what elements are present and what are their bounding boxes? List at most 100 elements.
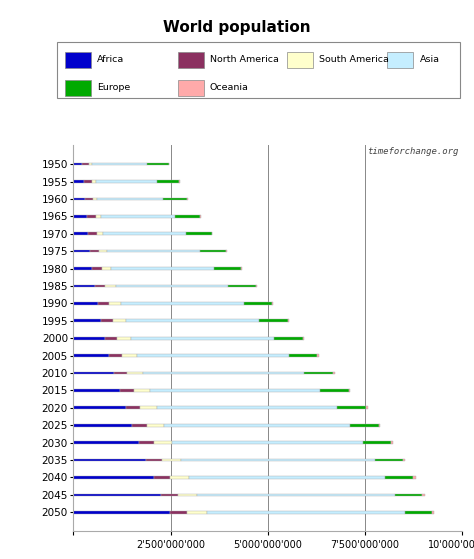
- Bar: [155, 441, 172, 444]
- Bar: [73, 354, 109, 357]
- Text: timeforchange.org: timeforchange.org: [367, 147, 458, 157]
- Bar: [73, 441, 139, 444]
- Bar: [272, 302, 273, 305]
- Bar: [318, 354, 319, 357]
- Bar: [157, 180, 179, 183]
- Bar: [93, 198, 97, 200]
- Bar: [200, 250, 226, 253]
- Bar: [207, 511, 405, 514]
- Bar: [84, 180, 91, 183]
- Bar: [178, 494, 197, 496]
- Bar: [147, 424, 164, 427]
- Bar: [178, 80, 204, 96]
- Bar: [113, 320, 126, 322]
- Bar: [65, 80, 91, 96]
- Bar: [73, 163, 82, 165]
- Bar: [392, 441, 393, 444]
- Bar: [241, 267, 242, 270]
- Bar: [119, 389, 134, 392]
- Bar: [374, 459, 403, 461]
- Bar: [89, 163, 92, 165]
- Bar: [387, 52, 413, 68]
- Text: Europe: Europe: [97, 83, 130, 92]
- Text: North America: North America: [210, 55, 279, 64]
- Bar: [333, 372, 335, 375]
- Bar: [274, 337, 302, 339]
- Bar: [256, 285, 257, 287]
- Bar: [73, 267, 92, 270]
- Bar: [101, 215, 175, 217]
- Bar: [73, 180, 84, 183]
- Bar: [114, 372, 128, 375]
- Bar: [134, 389, 150, 392]
- Bar: [92, 163, 147, 165]
- Bar: [179, 180, 180, 183]
- Bar: [244, 302, 272, 305]
- Bar: [178, 52, 204, 68]
- Bar: [164, 424, 350, 427]
- Bar: [82, 163, 89, 165]
- Bar: [187, 511, 207, 514]
- Bar: [126, 406, 140, 409]
- Bar: [126, 320, 259, 322]
- Bar: [304, 372, 333, 375]
- Bar: [73, 511, 170, 514]
- Bar: [121, 302, 244, 305]
- Bar: [107, 250, 200, 253]
- Bar: [288, 320, 289, 322]
- Bar: [150, 389, 320, 392]
- Bar: [73, 302, 98, 305]
- Bar: [97, 198, 164, 200]
- Bar: [320, 389, 349, 392]
- Bar: [95, 285, 106, 287]
- Bar: [379, 424, 381, 427]
- Bar: [395, 494, 422, 496]
- Bar: [73, 476, 154, 479]
- Bar: [302, 337, 304, 339]
- Bar: [97, 233, 103, 235]
- Bar: [143, 372, 304, 375]
- Bar: [88, 233, 97, 235]
- Bar: [349, 389, 350, 392]
- Bar: [84, 198, 93, 200]
- Bar: [65, 52, 91, 68]
- Bar: [87, 215, 96, 217]
- Bar: [92, 267, 102, 270]
- Bar: [73, 215, 87, 217]
- Bar: [228, 285, 256, 287]
- Bar: [90, 250, 99, 253]
- Bar: [99, 250, 107, 253]
- Bar: [189, 476, 385, 479]
- Bar: [147, 163, 168, 165]
- Bar: [146, 459, 162, 461]
- Bar: [286, 52, 313, 68]
- Bar: [197, 494, 395, 496]
- Bar: [413, 476, 416, 479]
- Bar: [140, 406, 157, 409]
- Bar: [73, 494, 161, 496]
- Bar: [170, 511, 187, 514]
- FancyBboxPatch shape: [57, 42, 460, 98]
- Bar: [137, 354, 289, 357]
- Bar: [109, 302, 121, 305]
- Bar: [131, 337, 274, 339]
- Bar: [259, 320, 288, 322]
- Bar: [366, 406, 368, 409]
- Bar: [154, 476, 170, 479]
- Bar: [96, 180, 157, 183]
- Bar: [422, 494, 425, 496]
- Text: Africa: Africa: [97, 55, 124, 64]
- Bar: [175, 215, 200, 217]
- Text: Asia: Asia: [419, 55, 439, 64]
- Bar: [73, 233, 88, 235]
- Bar: [118, 337, 131, 339]
- Bar: [161, 494, 178, 496]
- Bar: [139, 441, 155, 444]
- Bar: [350, 424, 379, 427]
- Text: World population: World population: [163, 20, 311, 35]
- Bar: [96, 215, 101, 217]
- Bar: [91, 180, 96, 183]
- Bar: [226, 250, 227, 253]
- Bar: [73, 389, 119, 392]
- Bar: [106, 285, 116, 287]
